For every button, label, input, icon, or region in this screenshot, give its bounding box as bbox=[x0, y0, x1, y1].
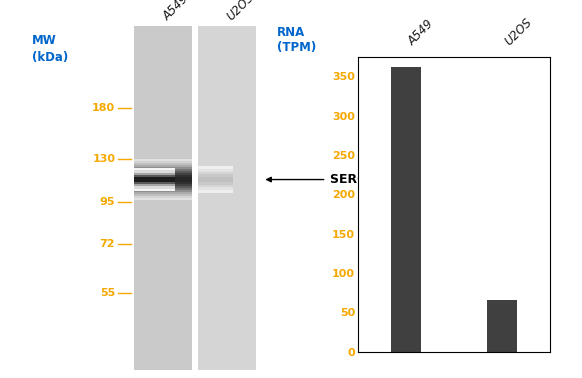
Text: 55: 55 bbox=[100, 288, 115, 298]
Text: MW: MW bbox=[32, 34, 57, 47]
Text: SERCA2 ATPase: SERCA2 ATPase bbox=[329, 173, 439, 186]
Bar bbox=[134, 180, 192, 181]
Bar bbox=[134, 161, 192, 163]
Bar bbox=[134, 177, 175, 180]
Bar bbox=[134, 194, 192, 196]
Bar bbox=[198, 166, 233, 169]
Text: 130: 130 bbox=[92, 154, 115, 164]
Bar bbox=[134, 165, 192, 167]
Text: 180: 180 bbox=[92, 103, 115, 113]
Bar bbox=[198, 187, 233, 190]
Bar bbox=[134, 184, 175, 186]
Bar bbox=[198, 182, 233, 185]
Bar bbox=[134, 190, 192, 192]
Bar bbox=[198, 174, 233, 177]
Bar bbox=[134, 182, 192, 184]
Bar bbox=[134, 196, 192, 198]
Bar bbox=[134, 178, 192, 180]
Bar bbox=[198, 185, 233, 187]
Bar bbox=[198, 169, 233, 172]
Text: A549: A549 bbox=[161, 0, 191, 23]
Bar bbox=[391, 67, 421, 352]
Bar bbox=[134, 186, 192, 188]
Bar bbox=[134, 171, 192, 173]
Bar bbox=[134, 188, 192, 190]
Text: U2OS: U2OS bbox=[502, 15, 534, 48]
Bar bbox=[134, 168, 175, 170]
Bar bbox=[134, 169, 192, 171]
Bar bbox=[198, 26, 256, 370]
Bar bbox=[134, 170, 175, 173]
Bar bbox=[134, 192, 192, 194]
Text: (kDa): (kDa) bbox=[32, 51, 68, 64]
Bar bbox=[134, 163, 192, 165]
Bar bbox=[487, 301, 517, 352]
Bar bbox=[134, 189, 175, 191]
Bar bbox=[134, 198, 192, 200]
Bar bbox=[134, 167, 192, 169]
Bar bbox=[134, 184, 192, 186]
Bar bbox=[134, 175, 175, 177]
Text: 95: 95 bbox=[100, 197, 115, 207]
Text: RNA
(TPM): RNA (TPM) bbox=[277, 26, 317, 54]
Bar bbox=[198, 190, 233, 193]
Bar bbox=[134, 159, 192, 161]
Bar bbox=[134, 182, 175, 184]
Bar bbox=[134, 173, 175, 175]
Text: A549: A549 bbox=[406, 17, 436, 48]
Bar bbox=[198, 177, 233, 180]
Text: U2OS: U2OS bbox=[225, 0, 257, 23]
Bar bbox=[198, 180, 233, 182]
Bar bbox=[134, 26, 192, 370]
Bar bbox=[134, 175, 192, 178]
Text: 72: 72 bbox=[100, 239, 115, 249]
Bar bbox=[134, 173, 192, 175]
Bar bbox=[134, 186, 175, 189]
Bar bbox=[134, 180, 175, 182]
Bar bbox=[198, 172, 233, 174]
